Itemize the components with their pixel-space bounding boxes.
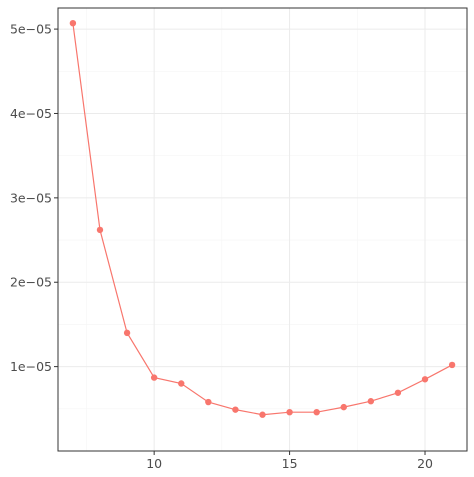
x-tick-label: 20 [417, 456, 433, 471]
x-axis: 10 15 20 [146, 451, 433, 471]
major-gridlines [58, 8, 467, 451]
data-point [178, 380, 185, 387]
y-tick-label: 3e−05 [10, 190, 52, 205]
data-point [69, 19, 77, 27]
data-point [259, 411, 266, 418]
data-point [205, 398, 212, 406]
data-point [421, 376, 429, 383]
y-tick-label: 4e−05 [10, 106, 52, 121]
series-layer [69, 19, 456, 418]
x-tick-label: 10 [146, 456, 162, 471]
y-tick-label: 5e−05 [10, 22, 52, 37]
data-point [150, 374, 158, 381]
data-point [96, 226, 104, 234]
data-point [340, 403, 347, 411]
y-axis: 1e−05 2e−05 3e−05 4e−05 5e−05 [10, 22, 58, 374]
data-point [394, 389, 402, 396]
data-point [448, 361, 456, 369]
data-point [313, 408, 320, 416]
plot-panel [58, 8, 467, 451]
y-tick-label: 1e−05 [10, 359, 52, 374]
data-point [123, 329, 131, 337]
x-tick-label: 15 [282, 456, 298, 471]
minor-gridlines [58, 8, 467, 451]
data-point [367, 398, 375, 405]
data-point [286, 408, 293, 416]
y-tick-label: 2e−05 [10, 275, 52, 290]
data-point [232, 406, 239, 413]
plot-border [57, 7, 468, 452]
